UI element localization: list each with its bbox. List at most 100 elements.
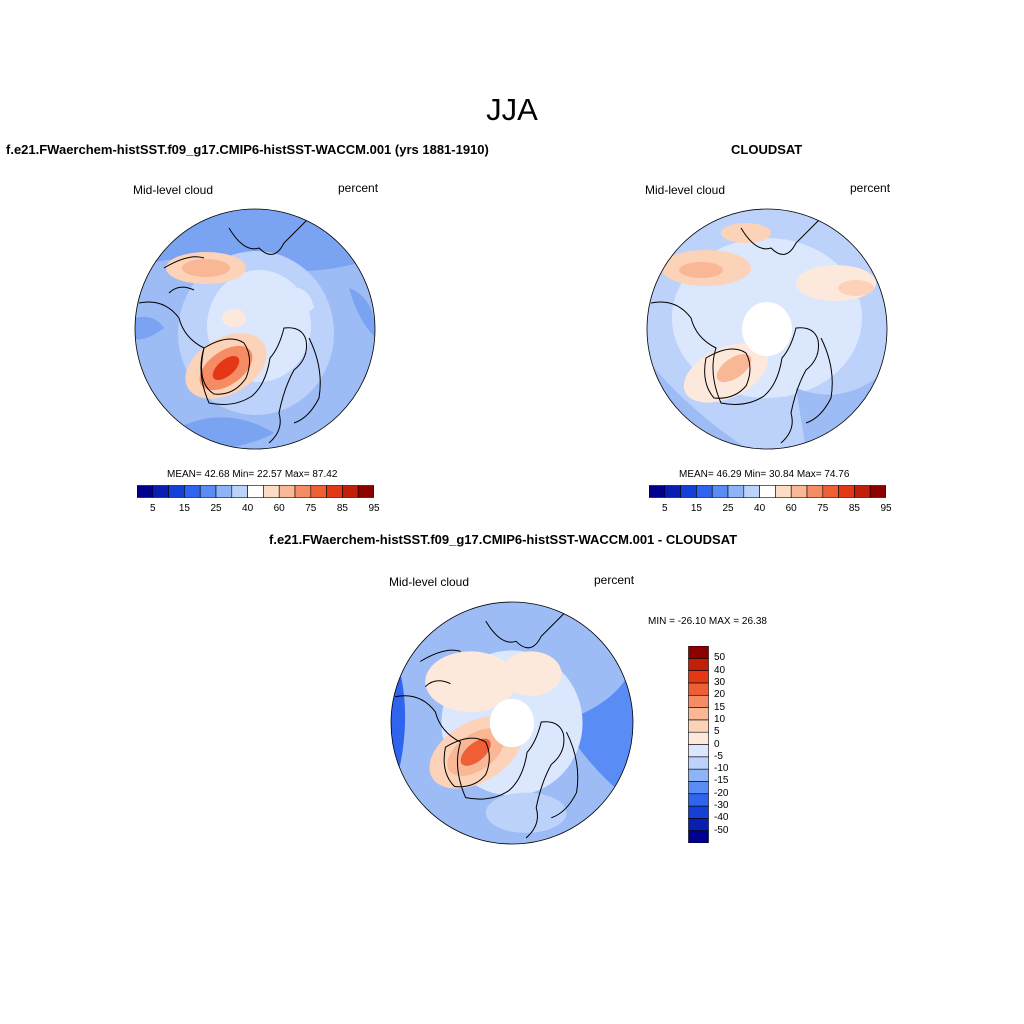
panel1-coastline (201, 338, 250, 395)
panel1-colorbar-tick-label: 5 (150, 503, 156, 514)
panel3-colorbar-tick-label: 15 (714, 701, 726, 713)
panel3-colorbar-tick-label: -50 (714, 824, 729, 836)
panel3-colorbar-tick-label: 20 (714, 689, 726, 701)
panel3-colorbar-box (688, 670, 709, 684)
panel2-colorbar-box (711, 485, 729, 498)
panel3-colorbar-tick-label: -5 (714, 750, 723, 762)
panel3-colorbar-box (688, 744, 709, 758)
panel3-colorbar-tick-label: 10 (714, 713, 726, 725)
panel2-coastline (805, 337, 833, 424)
panel1-coastline (138, 301, 307, 444)
panel2-colorbar-box (759, 485, 776, 498)
panel2-polar-map (646, 208, 888, 450)
panel1-colorbar-tick-label: 40 (242, 503, 254, 514)
panel1-contour-fill (222, 309, 246, 327)
panel2-contour-fill (716, 353, 752, 383)
panel2-colorbar-labels: 5 15 25 40 60 75 85 95 (649, 503, 892, 515)
panel3-colorbar-box (688, 682, 709, 696)
panel2-colorbar-box (775, 485, 792, 498)
panel3-coastline (485, 610, 567, 649)
panel2-colorbar-box (727, 485, 745, 498)
panel3-colorbar-box (688, 818, 709, 831)
panel2-title: CLOUDSAT (731, 142, 803, 157)
panel2-colorbar-tick-label: 25 (722, 503, 734, 514)
panel2-units-label: percent (850, 181, 891, 195)
panel3-colorbar-tick-label: 40 (714, 664, 726, 676)
panel3-colorbar-box (688, 731, 709, 745)
panel3-colorbar (688, 646, 709, 843)
panel3-coastline (443, 737, 490, 788)
panel2-colorbar-tick-label: 5 (662, 503, 668, 514)
panel1-coastline (228, 217, 310, 255)
panel1-colorbar-tick-label: 85 (336, 503, 348, 514)
panel2-colorbar-box (822, 485, 839, 498)
panel3-colorbar-box (688, 694, 709, 708)
panel1-colorbar-box (168, 485, 185, 498)
panel2-colorbar-box (790, 485, 808, 498)
panel2-contour-fill (838, 280, 874, 296)
panel1-contour-fill (349, 288, 375, 338)
panel2-colorbar-tick-label: 40 (754, 503, 766, 514)
panel1-colorbar-box (137, 485, 154, 498)
panel1-colorbar-labels: 5 15 25 40 60 75 85 95 (137, 503, 380, 515)
panel3-contour-fill (485, 792, 567, 833)
panel3-colorbar-tick-label: -20 (714, 787, 729, 799)
panel1-variable-label: Mid-level cloud (133, 183, 214, 197)
panel2-colorbar-tick-label: 15 (690, 503, 702, 514)
panel3-colorbar-tick-label: -40 (714, 812, 729, 824)
panel2-colorbar-tick-label: 85 (848, 503, 860, 514)
panel2-missing-data-hole (742, 302, 792, 356)
panel2-colorbar-box (743, 485, 760, 498)
panel3-colorbar-tick-label: 30 (714, 676, 726, 688)
panel3-colorbar-tick-label: -30 (714, 800, 729, 812)
panel3-stats: MIN = -26.10 MAX = 26.38 (648, 616, 767, 627)
panel1-contour-fill (135, 316, 164, 340)
panel2-colorbar-box (838, 485, 855, 498)
panel2-coastline (740, 217, 822, 255)
panel1-colorbar-box (215, 485, 233, 498)
panel1-coastline (293, 337, 321, 424)
panel3-colorbar-tick-label: 5 (714, 726, 720, 738)
panel2-coastline (650, 301, 819, 444)
panel2-stats: MEAN= 46.29 Min= 30.84 Max= 74.76 (679, 469, 850, 480)
panel3-coastline (394, 695, 565, 839)
panel1-colorbar-box (199, 485, 217, 498)
panel3-contour-fill (561, 661, 633, 803)
panel1-title: f.e21.FWaerchem-histSST.f09_g17.CMIP6-hi… (6, 142, 489, 157)
panel1-stats: MEAN= 42.68 Min= 22.57 Max= 87.42 (167, 469, 338, 480)
panel3-colorbar-tick-label: -10 (714, 763, 729, 775)
panel2-contour-fill (721, 223, 771, 243)
panel3-colorbar-box (688, 793, 709, 807)
panel3-polar-map (390, 601, 634, 845)
panel3-colorbar-box (688, 768, 709, 782)
panel2-colorbar-box (806, 485, 824, 498)
panel1-contour-fill (182, 259, 230, 277)
panel1-colorbar-box (231, 485, 248, 498)
panel2-colorbar-tick-label: 75 (817, 503, 829, 514)
panel1-colorbar-box (152, 485, 169, 498)
panel1-colorbar-tick-label: 15 (178, 503, 190, 514)
panel1-units-label: percent (338, 181, 379, 195)
figure-title: JJA (486, 92, 538, 127)
panel2-colorbar-box (680, 485, 697, 498)
panel2-colorbar-box (869, 485, 886, 498)
panel3-colorbar-box (688, 781, 709, 795)
panel1-colorbar-box (278, 485, 296, 498)
panel1-colorbar-box (294, 485, 312, 498)
panel3-colorbar-tick-label: 0 (714, 738, 720, 750)
panel3-colorbar-box (688, 707, 709, 721)
panel2-variable-label: Mid-level cloud (645, 183, 726, 197)
panel1-colorbar-tick-label: 25 (210, 503, 222, 514)
panel3-contour-fill (460, 738, 491, 766)
panel3-units-label: percent (594, 573, 635, 587)
panel1-colorbar-box (263, 485, 280, 498)
panel2-colorbar-box (696, 485, 713, 498)
panel3-colorbar-box (688, 805, 709, 819)
panel3-colorbar-box (688, 646, 709, 659)
panel2-colorbar-tick-label: 60 (785, 503, 797, 514)
panel1-contour-fill (212, 356, 240, 380)
panel3-variable-label: Mid-level cloud (389, 575, 470, 589)
panel1-contour-fill (284, 287, 314, 314)
panel3-colorbar-box (688, 830, 709, 843)
panel3-contour-fill (391, 641, 406, 803)
